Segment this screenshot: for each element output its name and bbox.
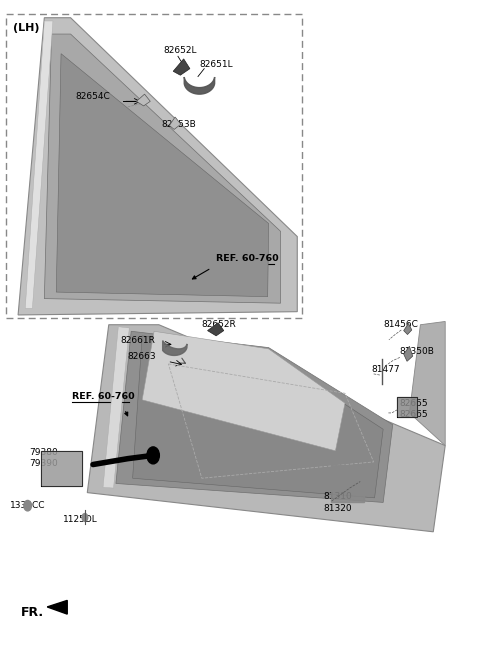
Polygon shape [56,54,269,297]
Polygon shape [103,327,129,488]
Polygon shape [404,323,412,335]
Text: 82652L: 82652L [164,46,197,55]
Text: REF. 60-760: REF. 60-760 [216,254,279,262]
Polygon shape [116,331,393,502]
Polygon shape [132,336,383,498]
Polygon shape [207,323,224,336]
Text: 82652R: 82652R [202,320,237,329]
Text: 81320: 81320 [324,504,352,513]
Polygon shape [142,331,345,451]
Polygon shape [184,77,215,94]
Text: 82661R: 82661R [120,336,156,345]
Polygon shape [404,346,413,361]
Polygon shape [87,325,445,532]
Text: 82653B: 82653B [161,120,196,129]
Polygon shape [397,397,417,417]
Polygon shape [169,117,181,129]
Circle shape [82,514,88,522]
Polygon shape [409,321,445,445]
Circle shape [147,447,159,464]
Text: 81477: 81477 [371,365,400,374]
Polygon shape [331,465,364,502]
Text: REF. 60-760: REF. 60-760 [72,392,135,401]
Circle shape [24,501,32,511]
Text: 81310: 81310 [324,492,352,501]
Text: 82651L: 82651L [199,60,233,69]
Text: FR.: FR. [21,605,44,619]
Text: 1125DL: 1125DL [63,515,98,524]
Polygon shape [173,59,190,75]
Polygon shape [25,21,53,308]
Text: (LH): (LH) [13,23,40,33]
Text: 82654C: 82654C [75,92,110,101]
Polygon shape [18,18,297,315]
Text: 79390: 79390 [29,459,58,468]
Text: 79380: 79380 [29,447,58,457]
Text: 82655: 82655 [400,399,429,407]
Polygon shape [163,340,187,356]
Text: 82665: 82665 [400,411,429,419]
Polygon shape [47,600,67,614]
Text: 81456C: 81456C [383,320,418,329]
Text: 82663: 82663 [128,352,156,361]
Text: 1339CC: 1339CC [10,501,46,510]
Polygon shape [136,94,150,106]
Polygon shape [44,34,281,303]
Text: 81350B: 81350B [400,347,435,356]
Polygon shape [41,451,82,486]
